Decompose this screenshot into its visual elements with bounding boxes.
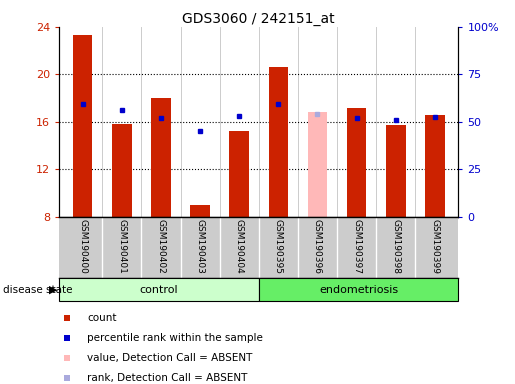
Bar bbox=[230, 131, 249, 217]
Bar bbox=[191, 205, 210, 217]
Bar bbox=[112, 124, 132, 217]
Text: value, Detection Call = ABSENT: value, Detection Call = ABSENT bbox=[87, 353, 252, 363]
Text: disease state: disease state bbox=[3, 285, 72, 295]
Text: percentile rank within the sample: percentile rank within the sample bbox=[87, 333, 263, 343]
Bar bbox=[386, 126, 405, 217]
FancyBboxPatch shape bbox=[259, 278, 458, 301]
Text: GSM190395: GSM190395 bbox=[274, 219, 283, 274]
Text: GSM190402: GSM190402 bbox=[157, 219, 165, 273]
Text: GSM190398: GSM190398 bbox=[391, 219, 400, 274]
Bar bbox=[268, 67, 288, 217]
Text: GSM190400: GSM190400 bbox=[78, 219, 87, 274]
Text: count: count bbox=[87, 313, 117, 323]
Bar bbox=[425, 115, 444, 217]
Text: GSM190397: GSM190397 bbox=[352, 219, 361, 274]
Text: GSM190404: GSM190404 bbox=[235, 219, 244, 273]
Text: GSM190403: GSM190403 bbox=[196, 219, 204, 274]
Title: GDS3060 / 242151_at: GDS3060 / 242151_at bbox=[182, 12, 335, 26]
Text: GSM190399: GSM190399 bbox=[431, 219, 439, 274]
Text: endometriosis: endometriosis bbox=[319, 285, 398, 295]
FancyBboxPatch shape bbox=[59, 278, 259, 301]
Bar bbox=[307, 113, 327, 217]
Text: GSM190401: GSM190401 bbox=[117, 219, 126, 274]
Bar bbox=[347, 108, 366, 217]
Bar bbox=[73, 35, 93, 217]
Text: rank, Detection Call = ABSENT: rank, Detection Call = ABSENT bbox=[87, 372, 248, 382]
Text: control: control bbox=[140, 285, 178, 295]
Text: ▶: ▶ bbox=[49, 285, 58, 295]
Bar bbox=[151, 98, 171, 217]
Text: GSM190396: GSM190396 bbox=[313, 219, 322, 274]
